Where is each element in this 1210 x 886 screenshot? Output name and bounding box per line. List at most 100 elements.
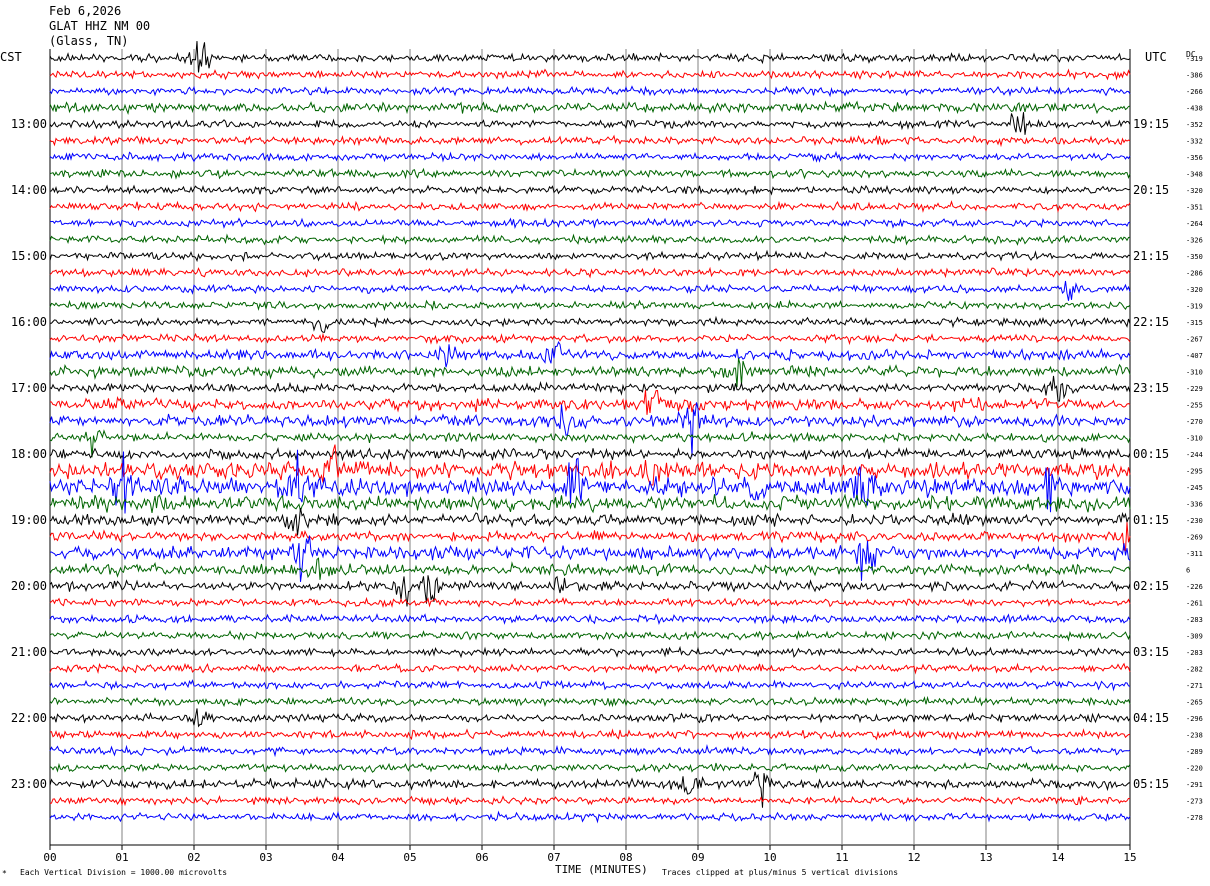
dc-offset-label: -336 bbox=[1186, 501, 1203, 509]
dc-offset-label: -266 bbox=[1186, 88, 1203, 96]
trace-row bbox=[49, 233, 1131, 246]
cst-hour-label: 15:00 bbox=[11, 249, 47, 263]
vertical-scale-note: Each Vertical Division = 1000.00 microvo… bbox=[20, 868, 228, 877]
trace-row bbox=[49, 679, 1131, 692]
dc-offset-label: -311 bbox=[1186, 550, 1203, 558]
dc-offset-label: -286 bbox=[1186, 270, 1203, 278]
dc-offset-label: -386 bbox=[1186, 72, 1203, 80]
trace-row bbox=[49, 575, 1131, 607]
dc-offset-label: -348 bbox=[1186, 171, 1203, 179]
dc-offset-label: -320 bbox=[1186, 187, 1203, 195]
dc-offset-label: -310 bbox=[1186, 435, 1203, 443]
trace-row bbox=[49, 200, 1131, 213]
dc-offset-label: -315 bbox=[1186, 319, 1203, 327]
utc-hour-label: 02:15 bbox=[1133, 579, 1169, 593]
dc-offset-label: -283 bbox=[1186, 649, 1203, 657]
x-tick-label: 03 bbox=[259, 851, 272, 864]
trace-row bbox=[49, 389, 1131, 415]
trace-row bbox=[49, 695, 1131, 708]
dc-offset-label: -238 bbox=[1186, 732, 1203, 740]
trace-row bbox=[49, 444, 1131, 486]
cst-hour-label: 18:00 bbox=[11, 447, 47, 461]
dc-offset-label: -278 bbox=[1186, 814, 1203, 822]
dc-offset-label: -220 bbox=[1186, 765, 1203, 773]
trace-row bbox=[49, 645, 1131, 659]
utc-hour-label: 19:15 bbox=[1133, 117, 1169, 131]
trace-row bbox=[49, 446, 1131, 462]
dc-offset-label: -309 bbox=[1186, 633, 1203, 641]
trace-row bbox=[49, 507, 1131, 536]
dc-offset-label: -229 bbox=[1186, 385, 1203, 393]
utc-hour-label: 20:15 bbox=[1133, 183, 1169, 197]
x-tick-label: 01 bbox=[115, 851, 128, 864]
cst-hour-label: 17:00 bbox=[11, 381, 47, 395]
dc-offset-label: -283 bbox=[1186, 616, 1203, 624]
trace-row bbox=[49, 708, 1131, 728]
dc-offset-label: -356 bbox=[1186, 154, 1203, 162]
dc-offset-label: -291 bbox=[1186, 781, 1203, 789]
trace-row bbox=[49, 771, 1131, 808]
dc-offset-label: -350 bbox=[1186, 253, 1203, 261]
trace-row bbox=[49, 596, 1131, 609]
x-tick-label: 05 bbox=[403, 851, 416, 864]
dc-offset-label: -230 bbox=[1186, 517, 1203, 525]
trace-row bbox=[49, 167, 1131, 180]
trace-row bbox=[49, 449, 1131, 514]
dc-offset-label: -264 bbox=[1186, 220, 1203, 228]
cst-hour-label: 13:00 bbox=[11, 117, 47, 131]
x-tick-label: 14 bbox=[1051, 851, 1065, 864]
trace-row bbox=[49, 662, 1131, 675]
trace-row bbox=[49, 795, 1131, 807]
trace-row bbox=[49, 266, 1131, 279]
dc-offset-label: -244 bbox=[1186, 451, 1203, 459]
utc-hour-label: 21:15 bbox=[1133, 249, 1169, 263]
dc-offset-label: -326 bbox=[1186, 237, 1203, 245]
dc-offset-label: 6 bbox=[1186, 567, 1190, 575]
dc-offset-label: -269 bbox=[1186, 534, 1203, 542]
minute-gridlines bbox=[49, 49, 1131, 850]
footer-mark: * bbox=[2, 869, 7, 878]
trace-row bbox=[49, 493, 1131, 514]
x-tick-label: 00 bbox=[43, 851, 56, 864]
trace-row bbox=[49, 150, 1131, 163]
trace-row bbox=[49, 375, 1131, 402]
dc-offset-label: -267 bbox=[1186, 336, 1203, 344]
trace-row bbox=[49, 100, 1131, 116]
trace-row bbox=[49, 340, 1131, 368]
dc-offset-label: -407 bbox=[1186, 352, 1203, 360]
x-tick-label: 09 bbox=[691, 851, 704, 864]
trace-row bbox=[49, 68, 1131, 81]
dc-offset-label: -270 bbox=[1186, 418, 1203, 426]
dc-offset-label: -282 bbox=[1186, 666, 1203, 674]
dc-offset-label: -271 bbox=[1186, 682, 1203, 690]
seismic-traces bbox=[49, 41, 1131, 824]
clip-note: Traces clipped at plus/minus 5 vertical … bbox=[662, 868, 899, 877]
cst-hour-label: 22:00 bbox=[11, 711, 47, 725]
dc-offset-label: -289 bbox=[1186, 748, 1203, 756]
trace-row bbox=[49, 280, 1131, 301]
cst-hour-label: 23:00 bbox=[11, 777, 47, 791]
trace-row bbox=[49, 358, 1131, 388]
dc-offset-label: -320 bbox=[1186, 286, 1203, 294]
trace-row bbox=[49, 535, 1131, 582]
trace-row bbox=[49, 402, 1131, 457]
trace-row bbox=[49, 613, 1131, 625]
utc-hour-label: 22:15 bbox=[1133, 315, 1169, 329]
dc-offset-label: -319 bbox=[1186, 55, 1203, 63]
dc-offset-label: -310 bbox=[1186, 369, 1203, 377]
trace-row bbox=[49, 761, 1131, 774]
x-tick-label: 15 bbox=[1123, 851, 1136, 864]
x-tick-label: 02 bbox=[187, 851, 200, 864]
trace-row bbox=[49, 41, 1131, 73]
trace-row bbox=[49, 112, 1131, 135]
plot-date: Feb 6,2026 bbox=[49, 4, 122, 18]
x-axis-title: TIME (MINUTES) bbox=[555, 863, 648, 876]
dc-offset-label: -351 bbox=[1186, 204, 1203, 212]
dc-offset-label: -261 bbox=[1186, 600, 1203, 608]
dc-offset-label: -332 bbox=[1186, 138, 1203, 146]
dc-offset-label: -296 bbox=[1186, 715, 1203, 723]
trace-row bbox=[49, 134, 1131, 148]
utc-hour-label: 00:15 bbox=[1133, 447, 1169, 461]
trace-row bbox=[49, 429, 1131, 458]
axis-labels: 00 01 02 03 04 05 06 07 08 09 10 11 12 13 14 15 -319 -386… bbox=[11, 50, 1203, 864]
